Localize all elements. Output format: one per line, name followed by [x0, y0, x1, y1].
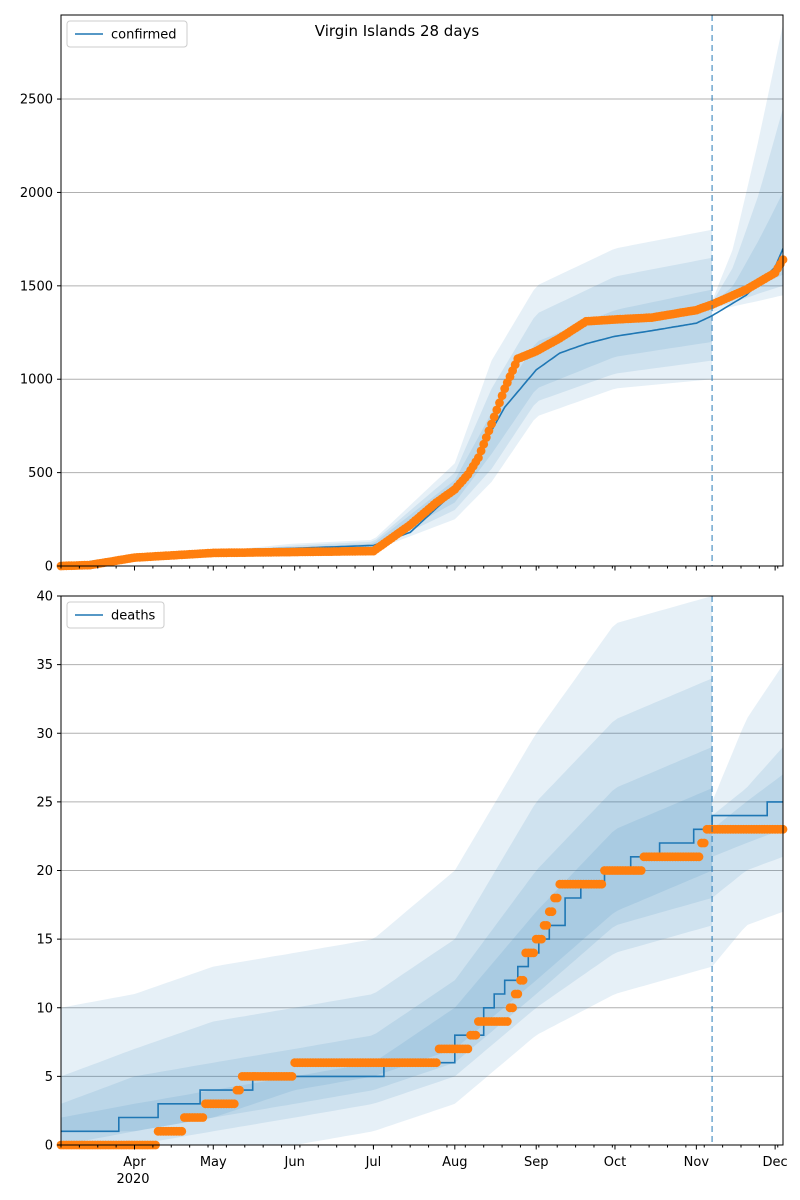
deaths-ytick-label: 20	[36, 864, 53, 879]
confirmed-data-point	[487, 419, 496, 429]
confirmed-data-point	[476, 446, 486, 456]
month-label-sep: Sep	[524, 1155, 549, 1170]
deaths-data-point	[518, 975, 528, 985]
confirmed-uncertainty-band	[712, 24, 783, 313]
deaths-data-point	[235, 1085, 244, 1095]
confirmed-bands	[61, 24, 783, 566]
confirmed-legend: confirmed	[66, 20, 188, 48]
confirmed-legend-box	[66, 20, 188, 48]
deaths-data-point	[699, 838, 709, 848]
deaths-ytick-label: 35	[36, 658, 53, 673]
deaths-data-point	[552, 893, 562, 903]
deaths-data-point	[502, 1017, 512, 1026]
month-label-jun: Jun	[284, 1155, 305, 1170]
deaths-data-point	[198, 1113, 208, 1122]
confirmed-ytick-label: 1500	[20, 279, 53, 294]
deaths-data-point	[537, 934, 546, 944]
confirmed-data-point	[492, 405, 502, 415]
confirmed-data-point	[497, 391, 507, 401]
confirmed-data-point	[481, 433, 491, 442]
deaths-data-point	[694, 852, 704, 862]
month-label-apr: Apr	[123, 1155, 146, 1170]
deaths-ytick-label: 30	[36, 727, 53, 742]
confirmed-uncertainty-band	[712, 108, 783, 309]
confirmed-ytick-label: 2000	[20, 186, 53, 201]
year-label: 2020	[116, 1172, 149, 1187]
deaths-ytick-label: 15	[36, 933, 53, 948]
confirmed-data-point	[489, 412, 499, 422]
deaths-ytick-label: 40	[36, 590, 53, 605]
confirmed-ytick-label: 1000	[20, 373, 53, 388]
confirmed-ytick-label: 500	[28, 466, 53, 481]
deaths-data-point	[547, 907, 557, 917]
deaths-ytick-label: 5	[45, 1070, 53, 1085]
deaths-data-point	[471, 1030, 481, 1040]
deaths-ytick-label: 10	[36, 1001, 53, 1016]
confirmed-panel: 0 500 1000 1500 2000 2500 confirmed	[20, 14, 788, 575]
confirmed-data-point	[479, 439, 489, 449]
deaths-data-point	[508, 1003, 517, 1013]
confirmed-data-point	[474, 453, 483, 463]
deaths-data-point	[432, 1058, 441, 1068]
chart-title: Virgin Islands 28 days	[315, 22, 480, 40]
deaths-uncertainty-band	[712, 747, 783, 898]
deaths-points	[56, 824, 788, 1150]
confirmed-data-point	[484, 426, 494, 436]
month-label-dec: Dec	[763, 1155, 788, 1170]
deaths-data-point	[513, 989, 523, 999]
deaths-line-layer	[61, 801, 783, 1133]
month-label-may: May	[200, 1155, 227, 1170]
deaths-data-point	[229, 1099, 239, 1109]
deaths-ytick-label: 0	[45, 1139, 53, 1154]
month-label-aug: Aug	[442, 1155, 467, 1170]
deaths-data-point	[542, 921, 552, 930]
confirmed-legend-label: confirmed	[111, 28, 177, 43]
confirmed-uncertainty-band	[61, 257, 713, 566]
deaths-data-point	[636, 866, 646, 875]
deaths-panel: 0 5 10 15 20 25 30 35 40 Apr May Jun Jul Aug Sep Oct Nov…	[36, 590, 787, 1171]
deaths-legend: deaths	[66, 601, 165, 629]
deaths-uncertainty-band	[61, 596, 713, 1145]
confirmed-ytick-label: 0	[45, 560, 53, 575]
month-label-oct: Oct	[604, 1155, 626, 1170]
deaths-series-line	[61, 801, 783, 1133]
confirmed-data-point	[495, 398, 504, 408]
deaths-data-point	[529, 948, 538, 958]
confirmed-points	[56, 255, 788, 571]
confirmed-uncertainty-band	[61, 289, 713, 566]
deaths-data-point	[177, 1126, 187, 1136]
deaths-data-point	[287, 1072, 297, 1081]
month-label-nov: Nov	[684, 1155, 710, 1170]
confirmed-ytick-label: 2500	[20, 93, 53, 108]
deaths-uncertainty-band	[61, 678, 713, 1145]
month-label-jul: Jul	[365, 1155, 382, 1170]
deaths-legend-label: deaths	[111, 609, 156, 624]
confirmed-uncertainty-band	[61, 229, 713, 566]
deaths-data-point	[597, 879, 607, 889]
deaths-ytick-label: 25	[36, 795, 53, 810]
deaths-data-point	[463, 1044, 473, 1054]
deaths-legend-box	[66, 601, 165, 629]
confirmed-axes-frame	[60, 14, 784, 567]
